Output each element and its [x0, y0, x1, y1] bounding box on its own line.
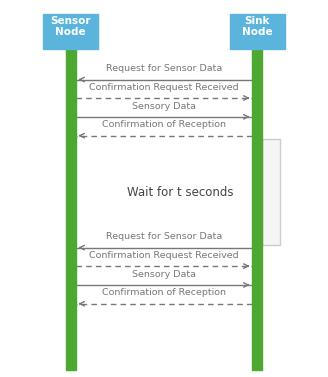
Text: Confirmation Request Received: Confirmation Request Received [89, 251, 239, 260]
Text: Confirmation of Reception: Confirmation of Reception [102, 288, 226, 297]
Text: Sensory Data: Sensory Data [132, 270, 196, 279]
Bar [253, 39, 262, 369]
Text: Confirmation of Reception: Confirmation of Reception [102, 120, 226, 129]
Bar [66, 39, 76, 369]
Text: Sensory Data: Sensory Data [132, 101, 196, 110]
Text: Wait for t seconds: Wait for t seconds [127, 186, 233, 199]
Text: Request for Sensor Data: Request for Sensor Data [106, 64, 222, 73]
Text: Sink
Node: Sink Node [242, 16, 273, 37]
Bar [230, 14, 285, 49]
Bar [262, 139, 280, 245]
Text: Request for Sensor Data: Request for Sensor Data [106, 232, 222, 241]
Text: Sensor
Node: Sensor Node [51, 16, 91, 37]
Bar [43, 14, 98, 49]
Text: Confirmation Request Received: Confirmation Request Received [89, 83, 239, 92]
